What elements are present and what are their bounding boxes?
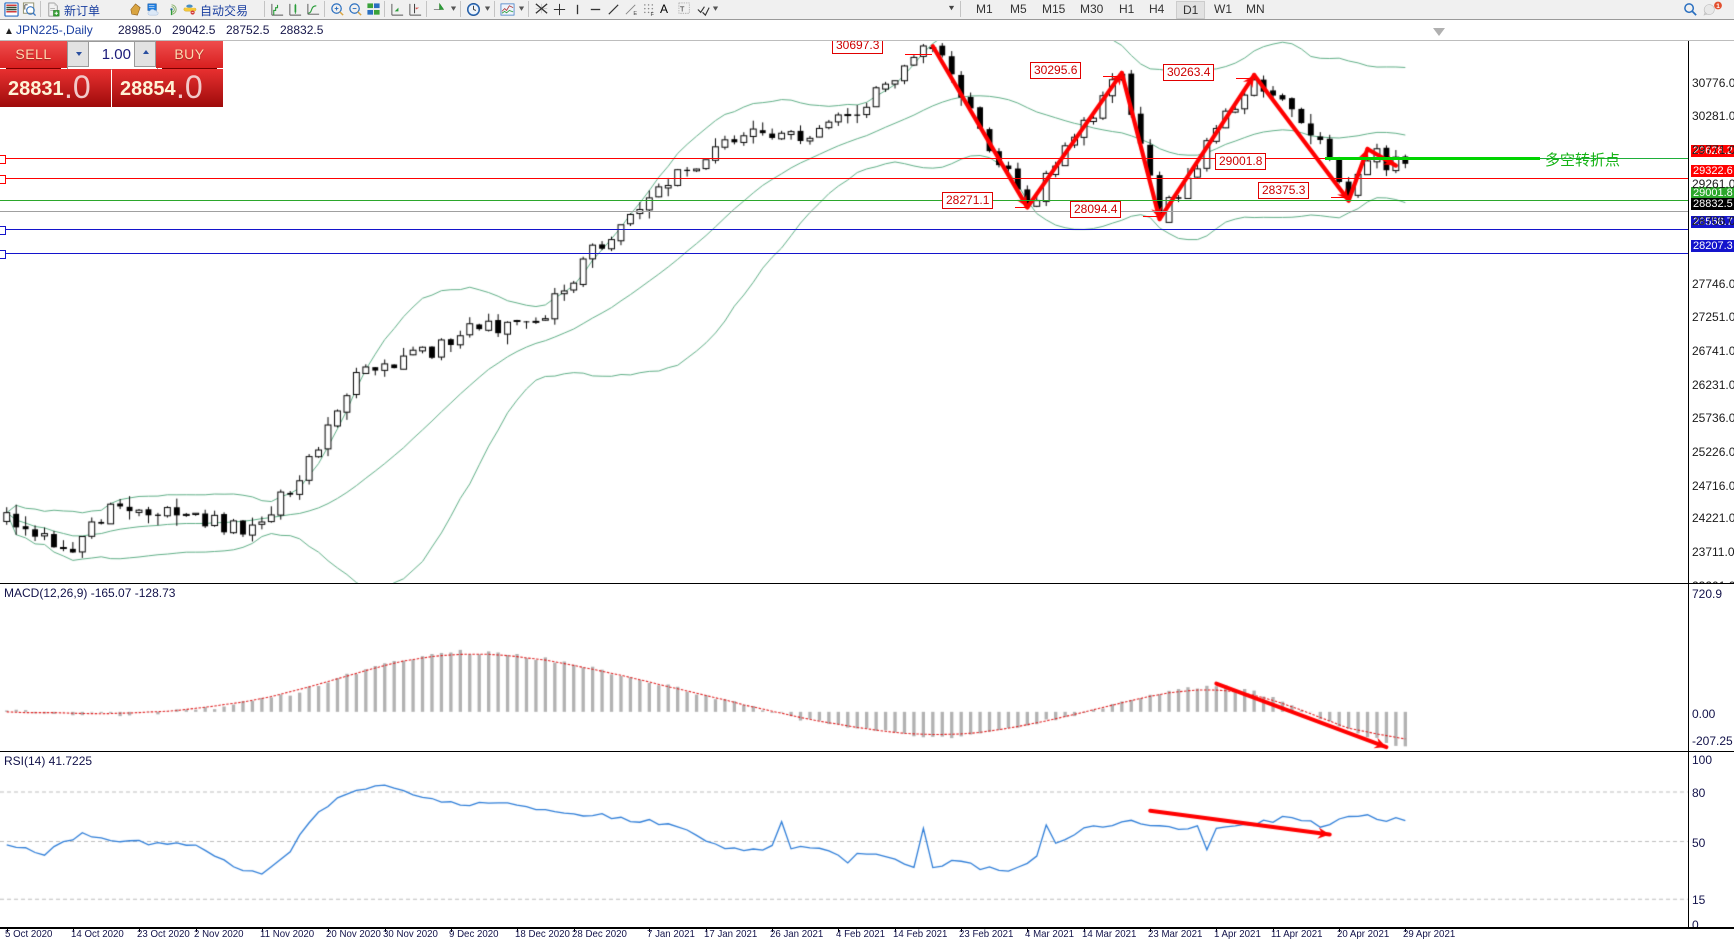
svg-text:F: F xyxy=(650,12,654,17)
svg-text:1: 1 xyxy=(1716,3,1720,10)
svg-text:E: E xyxy=(633,11,637,17)
svg-text:T: T xyxy=(680,4,685,13)
